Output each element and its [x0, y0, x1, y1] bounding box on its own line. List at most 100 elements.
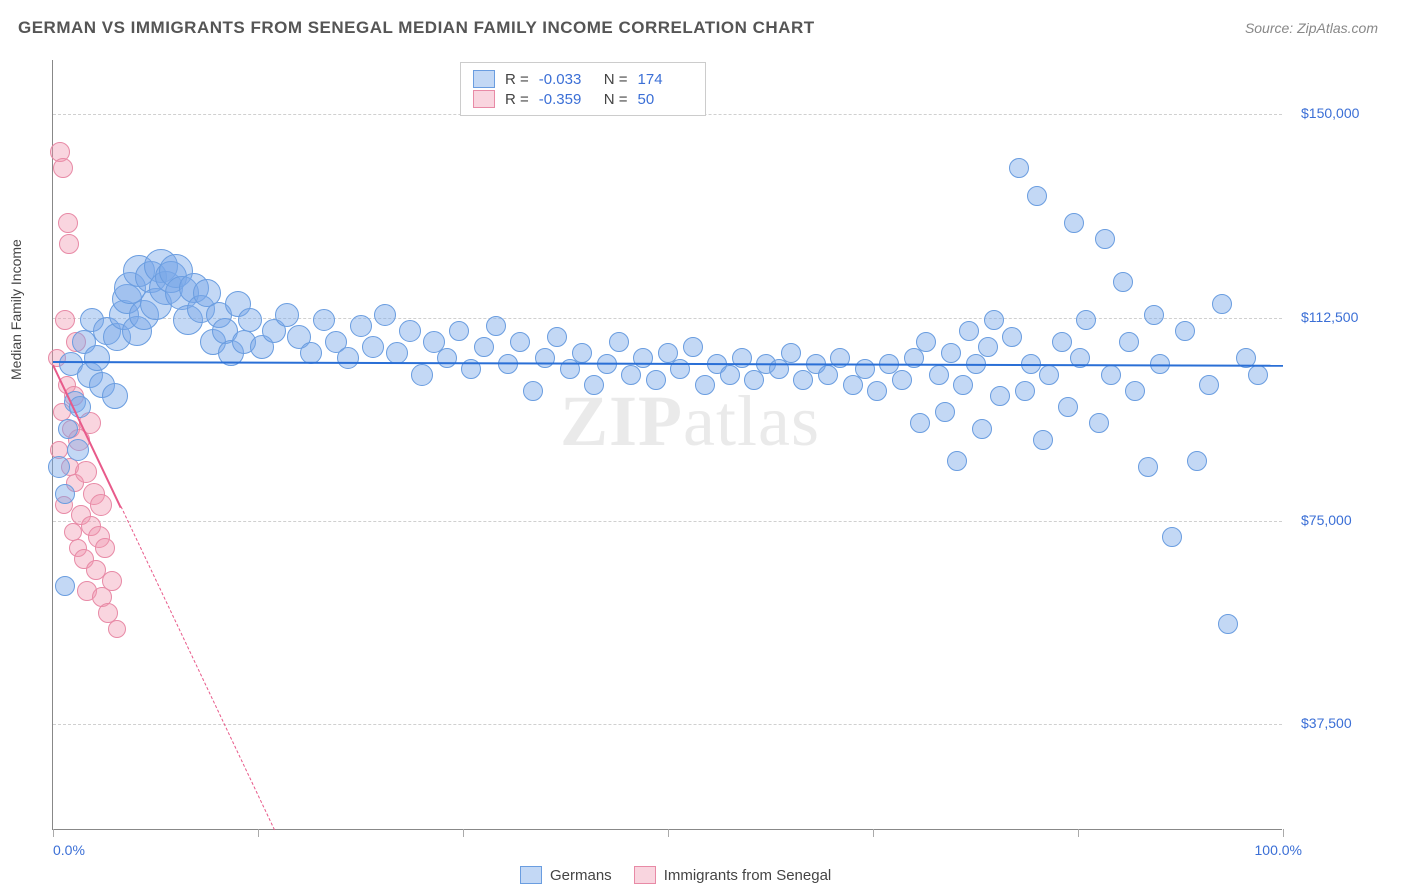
dot-german [1113, 272, 1133, 292]
dot-german [55, 484, 75, 504]
dot-german [633, 348, 653, 368]
dot-german [916, 332, 936, 352]
dot-german [1002, 327, 1022, 347]
legend-label: Germans [550, 867, 612, 884]
legend-r-label: R = [505, 71, 529, 88]
legend-r-value: -0.033 [539, 71, 594, 88]
dot-german [300, 342, 322, 364]
dot-german [959, 321, 979, 341]
dot-german [1009, 158, 1029, 178]
x-tick-label: 0.0% [53, 842, 85, 858]
y-tick-label: $150,000 [1301, 105, 1359, 121]
dot-german [1027, 186, 1047, 206]
dot-senegal [108, 620, 126, 638]
legend-n-label: N = [604, 91, 628, 108]
legend-n-label: N = [604, 71, 628, 88]
legend-stats: R = -0.033 N = 174 R = -0.359 N = 50 [460, 62, 706, 116]
gridline [53, 521, 1282, 522]
legend-swatch [473, 70, 495, 88]
dot-german [972, 419, 992, 439]
legend-item: Germans [520, 866, 612, 884]
legend-swatch [473, 90, 495, 108]
legend-label: Immigrants from Senegal [664, 867, 832, 884]
dot-german [238, 308, 262, 332]
dot-german [720, 365, 740, 385]
dot-german [313, 309, 335, 331]
legend-swatch [520, 866, 542, 884]
dot-german [362, 336, 384, 358]
x-tick [1078, 829, 1079, 837]
y-tick-label: $75,000 [1301, 512, 1352, 528]
dot-german [609, 332, 629, 352]
dot-german [1119, 332, 1139, 352]
dot-german [984, 310, 1004, 330]
dot-german [935, 402, 955, 422]
dot-german [1039, 365, 1059, 385]
x-tick [258, 829, 259, 837]
dot-german [275, 303, 299, 327]
y-axis-title: Median Family Income [8, 239, 24, 380]
dot-german [386, 342, 408, 364]
dot-german [621, 365, 641, 385]
legend-r-label: R = [505, 91, 529, 108]
dot-german [744, 370, 764, 390]
dot-german [1095, 229, 1115, 249]
dot-german [646, 370, 666, 390]
dot-german [1144, 305, 1164, 325]
dot-german [695, 375, 715, 395]
dot-german [1076, 310, 1096, 330]
dot-german [374, 304, 396, 326]
chart-title: GERMAN VS IMMIGRANTS FROM SENEGAL MEDIAN… [18, 18, 815, 38]
dot-german [337, 347, 359, 369]
dot-german [892, 370, 912, 390]
source-label: Source: ZipAtlas.com [1245, 20, 1378, 36]
dot-german [523, 381, 543, 401]
dot-german [1248, 365, 1268, 385]
legend-n-value: 50 [638, 91, 693, 108]
gridline [53, 724, 1282, 725]
dot-german [547, 327, 567, 347]
dot-senegal [59, 234, 79, 254]
dot-german [1138, 457, 1158, 477]
dot-german [732, 348, 752, 368]
dot-german [947, 451, 967, 471]
dot-german [84, 345, 110, 371]
dot-german [910, 413, 930, 433]
y-tick-label: $112,500 [1301, 309, 1358, 325]
x-tick [873, 829, 874, 837]
dot-german [572, 343, 592, 363]
dot-senegal [75, 461, 97, 483]
dot-senegal [95, 538, 115, 558]
x-tick [668, 829, 669, 837]
dot-german [510, 332, 530, 352]
dot-german [781, 343, 801, 363]
dot-german [1033, 430, 1053, 450]
dot-german [584, 375, 604, 395]
dot-german [941, 343, 961, 363]
dot-german [1187, 451, 1207, 471]
dot-german [855, 359, 875, 379]
dot-german [1199, 375, 1219, 395]
dot-german [58, 419, 78, 439]
dot-german [1125, 381, 1145, 401]
legend-r-value: -0.359 [539, 91, 594, 108]
dot-german [929, 365, 949, 385]
x-tick [463, 829, 464, 837]
dot-german [1089, 413, 1109, 433]
dot-german [683, 337, 703, 357]
trend-line [120, 506, 275, 830]
dot-german [953, 375, 973, 395]
legend-n-value: 174 [638, 71, 693, 88]
dot-german [1052, 332, 1072, 352]
dot-senegal [53, 158, 73, 178]
dot-german [535, 348, 555, 368]
dot-german [1162, 527, 1182, 547]
dot-german [769, 359, 789, 379]
dot-senegal [64, 523, 82, 541]
dot-german [1218, 614, 1238, 634]
dot-senegal [102, 571, 122, 591]
chart-plot-area: $37,500$75,000$112,500$150,0000.0%100.0% [52, 60, 1282, 830]
dot-german [350, 315, 372, 337]
dot-german [1015, 381, 1035, 401]
dot-german [55, 576, 75, 596]
